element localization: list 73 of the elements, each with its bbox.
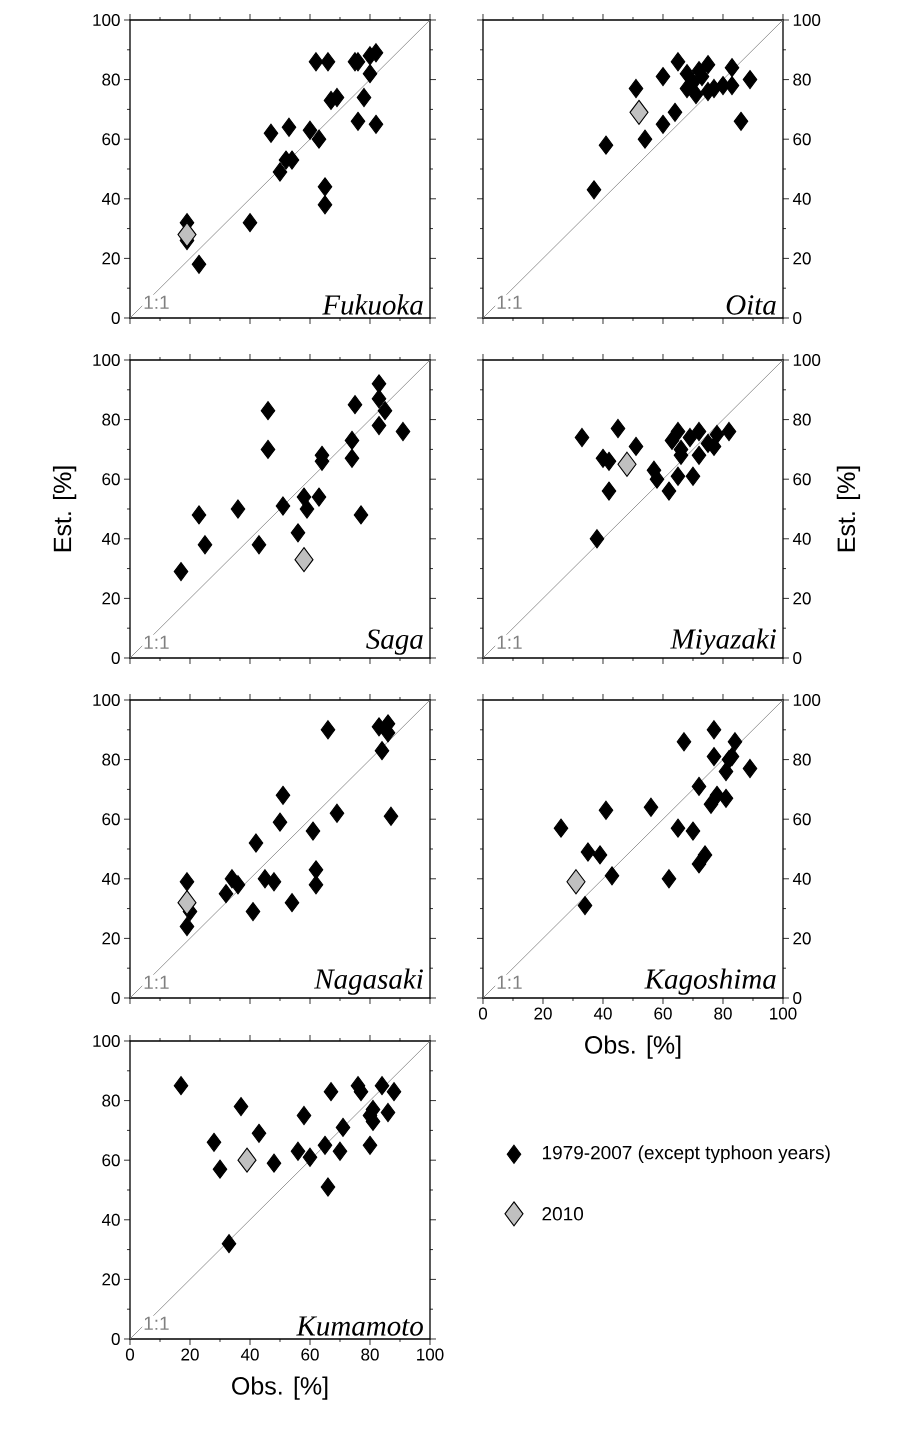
y-tick-label: 60 <box>102 133 120 146</box>
y-tick-label: 60 <box>102 1154 120 1167</box>
x-tick-label: 0 <box>478 1007 488 1020</box>
y-tick-label: 100 <box>93 693 120 707</box>
y-tick-label: 60 <box>793 473 811 486</box>
x-tick-label: 60 <box>654 1007 672 1020</box>
series-label: 1:1 <box>497 635 522 649</box>
legend-label: 2010 <box>542 1207 584 1221</box>
y-tick-label: 0 <box>111 991 120 1005</box>
y-tick-label: 80 <box>793 413 811 426</box>
x-tick-label: 100 <box>417 1348 444 1361</box>
y-tick-label: 40 <box>792 532 811 545</box>
y-tick-label: 40 <box>101 1213 120 1226</box>
x-axis-title: Obs. [%] <box>585 1035 681 1059</box>
y-tick-label: 20 <box>793 592 811 605</box>
x-tick-label: 40 <box>593 1007 612 1020</box>
y-tick-label: 0 <box>111 1332 120 1346</box>
series-label: 1:1 <box>497 975 522 989</box>
y-tick-label: 40 <box>792 192 811 205</box>
y-tick-label: 80 <box>102 413 120 426</box>
text: Oita <box>726 295 776 315</box>
y-axis-title: Est. [%] <box>836 466 861 552</box>
y-tick-label: 100 <box>93 1034 120 1048</box>
y-tick-label: 100 <box>93 13 120 27</box>
x-tick-label: 20 <box>534 1007 552 1020</box>
y-tick-label: 0 <box>111 311 120 325</box>
y-tick-label: 100 <box>793 693 821 707</box>
series-label: 1:1 <box>144 295 169 309</box>
text: Fukuoka <box>322 294 423 315</box>
y-tick-label: 60 <box>793 813 811 826</box>
y-tick-label: 40 <box>101 532 120 545</box>
y-tick-label: 20 <box>102 1273 120 1286</box>
y-tick-label: 80 <box>102 73 120 86</box>
y-tick-label: 100 <box>793 13 821 27</box>
y-tick-label: 60 <box>102 473 120 486</box>
y-tick-label: 80 <box>793 73 811 86</box>
y-tick-label: 0 <box>793 651 802 665</box>
x-tick-label: 80 <box>361 1348 379 1361</box>
x-tick-label: 0 <box>125 1348 135 1361</box>
y-tick-label: 0 <box>793 991 802 1005</box>
y-tick-label: 20 <box>793 252 811 265</box>
y-tick-label: 20 <box>102 592 120 605</box>
y-tick-label: 20 <box>102 252 120 265</box>
y-axis-title: Est. [%] <box>52 466 77 552</box>
y-tick-label: 80 <box>102 1094 120 1107</box>
y-tick-label: 80 <box>793 753 811 766</box>
text: Saga <box>366 629 423 655</box>
text: Kagoshima <box>644 968 776 995</box>
y-tick-label: 40 <box>101 192 120 205</box>
y-tick-label: 100 <box>93 353 120 367</box>
y-tick-label: 20 <box>102 932 120 945</box>
series-label: 1:1 <box>497 295 522 309</box>
y-tick-label: 0 <box>793 311 802 325</box>
text: Miyazaki <box>670 628 776 655</box>
x-axis-title: Obs. [%] <box>232 1376 328 1400</box>
x-tick-label: 20 <box>181 1348 199 1361</box>
x-tick-label: 60 <box>301 1348 319 1361</box>
series-label: 1:1 <box>144 975 169 989</box>
y-tick-label: 100 <box>793 353 821 367</box>
y-tick-label: 20 <box>793 932 811 945</box>
text: Kumamoto <box>296 1316 423 1336</box>
y-tick-label: 60 <box>793 133 811 146</box>
y-tick-label: 40 <box>792 872 811 885</box>
y-tick-label: 60 <box>102 813 120 826</box>
x-tick-label: 80 <box>714 1007 732 1020</box>
x-tick-label: 40 <box>240 1348 259 1361</box>
legend-label: 1979-2007 (except typhoon years) <box>542 1145 830 1164</box>
y-tick-label: 40 <box>101 872 120 885</box>
series-label: 1:1 <box>144 1316 169 1330</box>
y-tick-label: 80 <box>102 753 120 766</box>
series-label: 1:1 <box>144 635 169 649</box>
text: Nagasaki <box>314 968 423 995</box>
y-tick-label: 0 <box>111 651 120 665</box>
